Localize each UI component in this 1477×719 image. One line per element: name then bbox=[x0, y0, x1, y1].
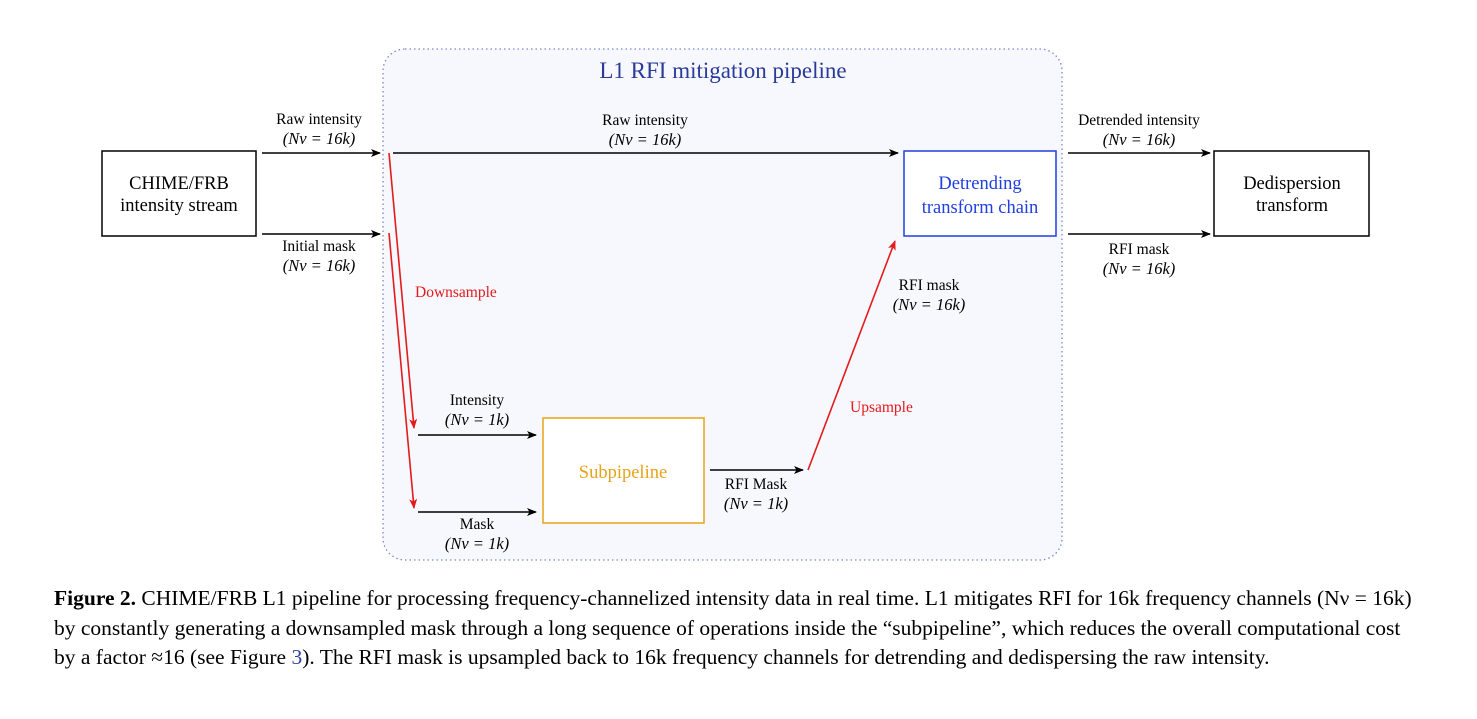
pipeline-diagram: L1 RFI mitigation pipeline CHIME/FRB int… bbox=[101, 48, 1370, 561]
dedispersion-node-line1: Dedispersion bbox=[1243, 174, 1341, 194]
label-downsample: Downsample bbox=[415, 284, 497, 301]
arrow-upsample bbox=[807, 240, 896, 471]
label-rfi-mask-out: RFI mask bbox=[1109, 241, 1170, 258]
label-raw-in-sub: (Nν = 16k) bbox=[283, 129, 356, 148]
label-rfi-mask-out-sub: (Nν = 16k) bbox=[1103, 259, 1176, 278]
label-upsample: Upsample bbox=[850, 399, 913, 416]
label-raw-pass-sub: (Nν = 16k) bbox=[609, 130, 682, 149]
caption-text-2: ). The RFI mask is upsampled back to 16k… bbox=[302, 645, 1270, 669]
arrow-downsample-mask bbox=[388, 232, 418, 509]
detrend-node bbox=[903, 150, 1057, 237]
subpipeline-node bbox=[542, 417, 705, 524]
label-detrended-out-sub: (Nν = 16k) bbox=[1103, 130, 1176, 149]
label-raw-in: Raw intensity bbox=[276, 111, 362, 128]
label-mask-in: Initial mask bbox=[282, 238, 356, 255]
label-rfi-mask-us-sub: (Nν = 16k) bbox=[893, 295, 966, 314]
label-rfi-mask-ds: RFI Mask bbox=[725, 476, 788, 493]
detrend-node-line1: Detrending bbox=[938, 174, 1021, 194]
figure-ref-link[interactable]: 3 bbox=[291, 645, 303, 669]
label-mask-ds: Mask bbox=[460, 516, 495, 533]
label-raw-pass: Raw intensity bbox=[602, 112, 688, 129]
source-node bbox=[101, 150, 257, 237]
label-mask-in-sub: (Nν = 16k) bbox=[283, 256, 356, 275]
label-intensity-ds: Intensity bbox=[450, 392, 504, 409]
source-node-line2: intensity stream bbox=[120, 196, 238, 216]
label-intensity-ds-sub: (Nν = 1k) bbox=[445, 410, 509, 429]
pipeline-title: L1 RFI mitigation pipeline bbox=[599, 58, 846, 83]
arrow-downsample-intensity bbox=[388, 152, 418, 429]
figure-caption: Figure 2. CHIME/FRB L1 pipeline for proc… bbox=[54, 584, 1426, 673]
subpipeline-node-label: Subpipeline bbox=[579, 463, 667, 483]
dedispersion-node-line2: transform bbox=[1256, 196, 1329, 216]
label-detrended-out: Detrended intensity bbox=[1078, 112, 1200, 129]
label-rfi-mask-us: RFI mask bbox=[899, 277, 960, 294]
label-mask-ds-sub: (Nν = 1k) bbox=[445, 534, 509, 553]
caption-text-1: CHIME/FRB L1 pipeline for processing fre… bbox=[54, 586, 1412, 669]
dedispersion-node bbox=[1213, 150, 1370, 237]
source-node-line1: CHIME/FRB bbox=[129, 174, 229, 194]
label-rfi-mask-ds-sub: (Nν = 1k) bbox=[724, 494, 788, 513]
detrend-node-line2: transform chain bbox=[922, 198, 1039, 218]
figure-label: Figure 2. bbox=[54, 586, 137, 610]
